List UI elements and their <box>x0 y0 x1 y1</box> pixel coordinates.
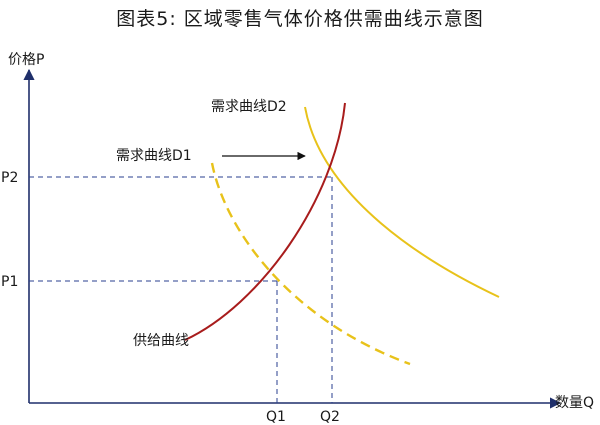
tick-label-q1: Q1 <box>266 409 286 425</box>
demand-curve-d1 <box>210 162 411 366</box>
tick-label-p2: P2 <box>1 170 18 186</box>
curve-label-supply: 供给曲线 <box>133 333 189 349</box>
y-axis-label: 价格P <box>8 52 44 68</box>
x-axis-label: 数量Q <box>555 395 594 411</box>
demand-curve-d2 <box>304 106 500 298</box>
curve-label-d1: 需求曲线D1 <box>116 148 192 164</box>
figure-title: 图表5: 区域零售气体价格供需曲线示意图 <box>116 8 484 30</box>
tick-label-q2: Q2 <box>320 409 340 425</box>
curve-label-d2: 需求曲线D2 <box>211 99 287 115</box>
supply-curve <box>184 102 346 341</box>
tick-label-p1: P1 <box>1 274 18 290</box>
